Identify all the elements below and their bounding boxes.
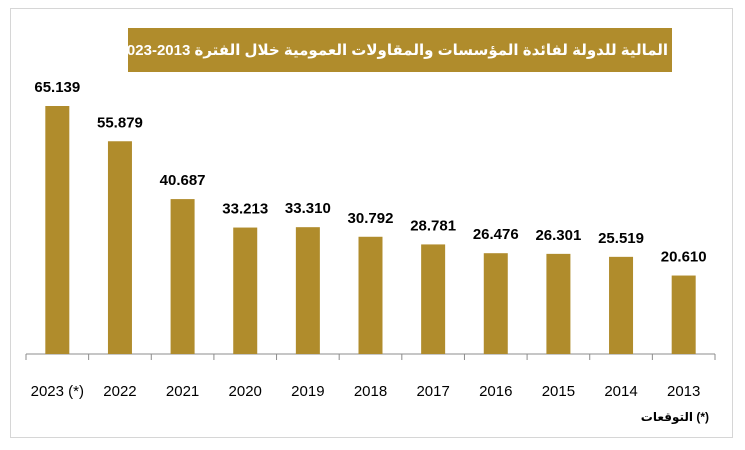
data-label-3: 33.213 [222, 201, 268, 218]
x-tick-label-6: 2017 [416, 383, 449, 400]
bar-1 [107, 141, 132, 354]
x-tick-label-0: 2023 (*) [31, 383, 84, 400]
x-tick-label-5: 2018 [354, 383, 387, 400]
bar-9 [609, 256, 634, 354]
x-tick-label-2: 2021 [166, 383, 199, 400]
bar-2 [170, 199, 195, 354]
x-tick-label-7: 2016 [479, 383, 512, 400]
data-label-8: 26.301 [535, 227, 581, 244]
bar-10 [671, 275, 696, 354]
data-label-9: 25.519 [598, 230, 644, 247]
x-tick-label-8: 2015 [542, 383, 575, 400]
x-tick-label-9: 2014 [604, 383, 637, 400]
x-tick-label-4: 2019 [291, 383, 324, 400]
bar-6 [421, 244, 446, 354]
chart-title: تطور الامدادات المالية للدولة لفائدة الم… [128, 28, 672, 72]
data-label-10: 20.610 [661, 249, 707, 266]
bar-7 [483, 253, 508, 354]
data-label-4: 33.310 [285, 200, 331, 217]
x-tick-label-1: 2022 [103, 383, 136, 400]
data-label-1: 55.879 [97, 114, 143, 131]
x-tick-label-10: 2013 [667, 383, 700, 400]
x-tick-label-3: 2020 [229, 383, 262, 400]
data-label-7: 26.476 [473, 226, 519, 243]
data-label-0: 65.139 [34, 79, 80, 96]
data-label-6: 28.781 [410, 217, 456, 234]
bar-8 [546, 253, 571, 354]
data-label-5: 30.792 [348, 210, 394, 227]
footnote: (*) التوقعات [640, 410, 709, 424]
data-label-2: 40.687 [160, 172, 206, 189]
bar-0 [45, 106, 70, 354]
bar-4 [295, 227, 320, 354]
bar-3 [233, 227, 258, 354]
bar-5 [358, 236, 383, 354]
